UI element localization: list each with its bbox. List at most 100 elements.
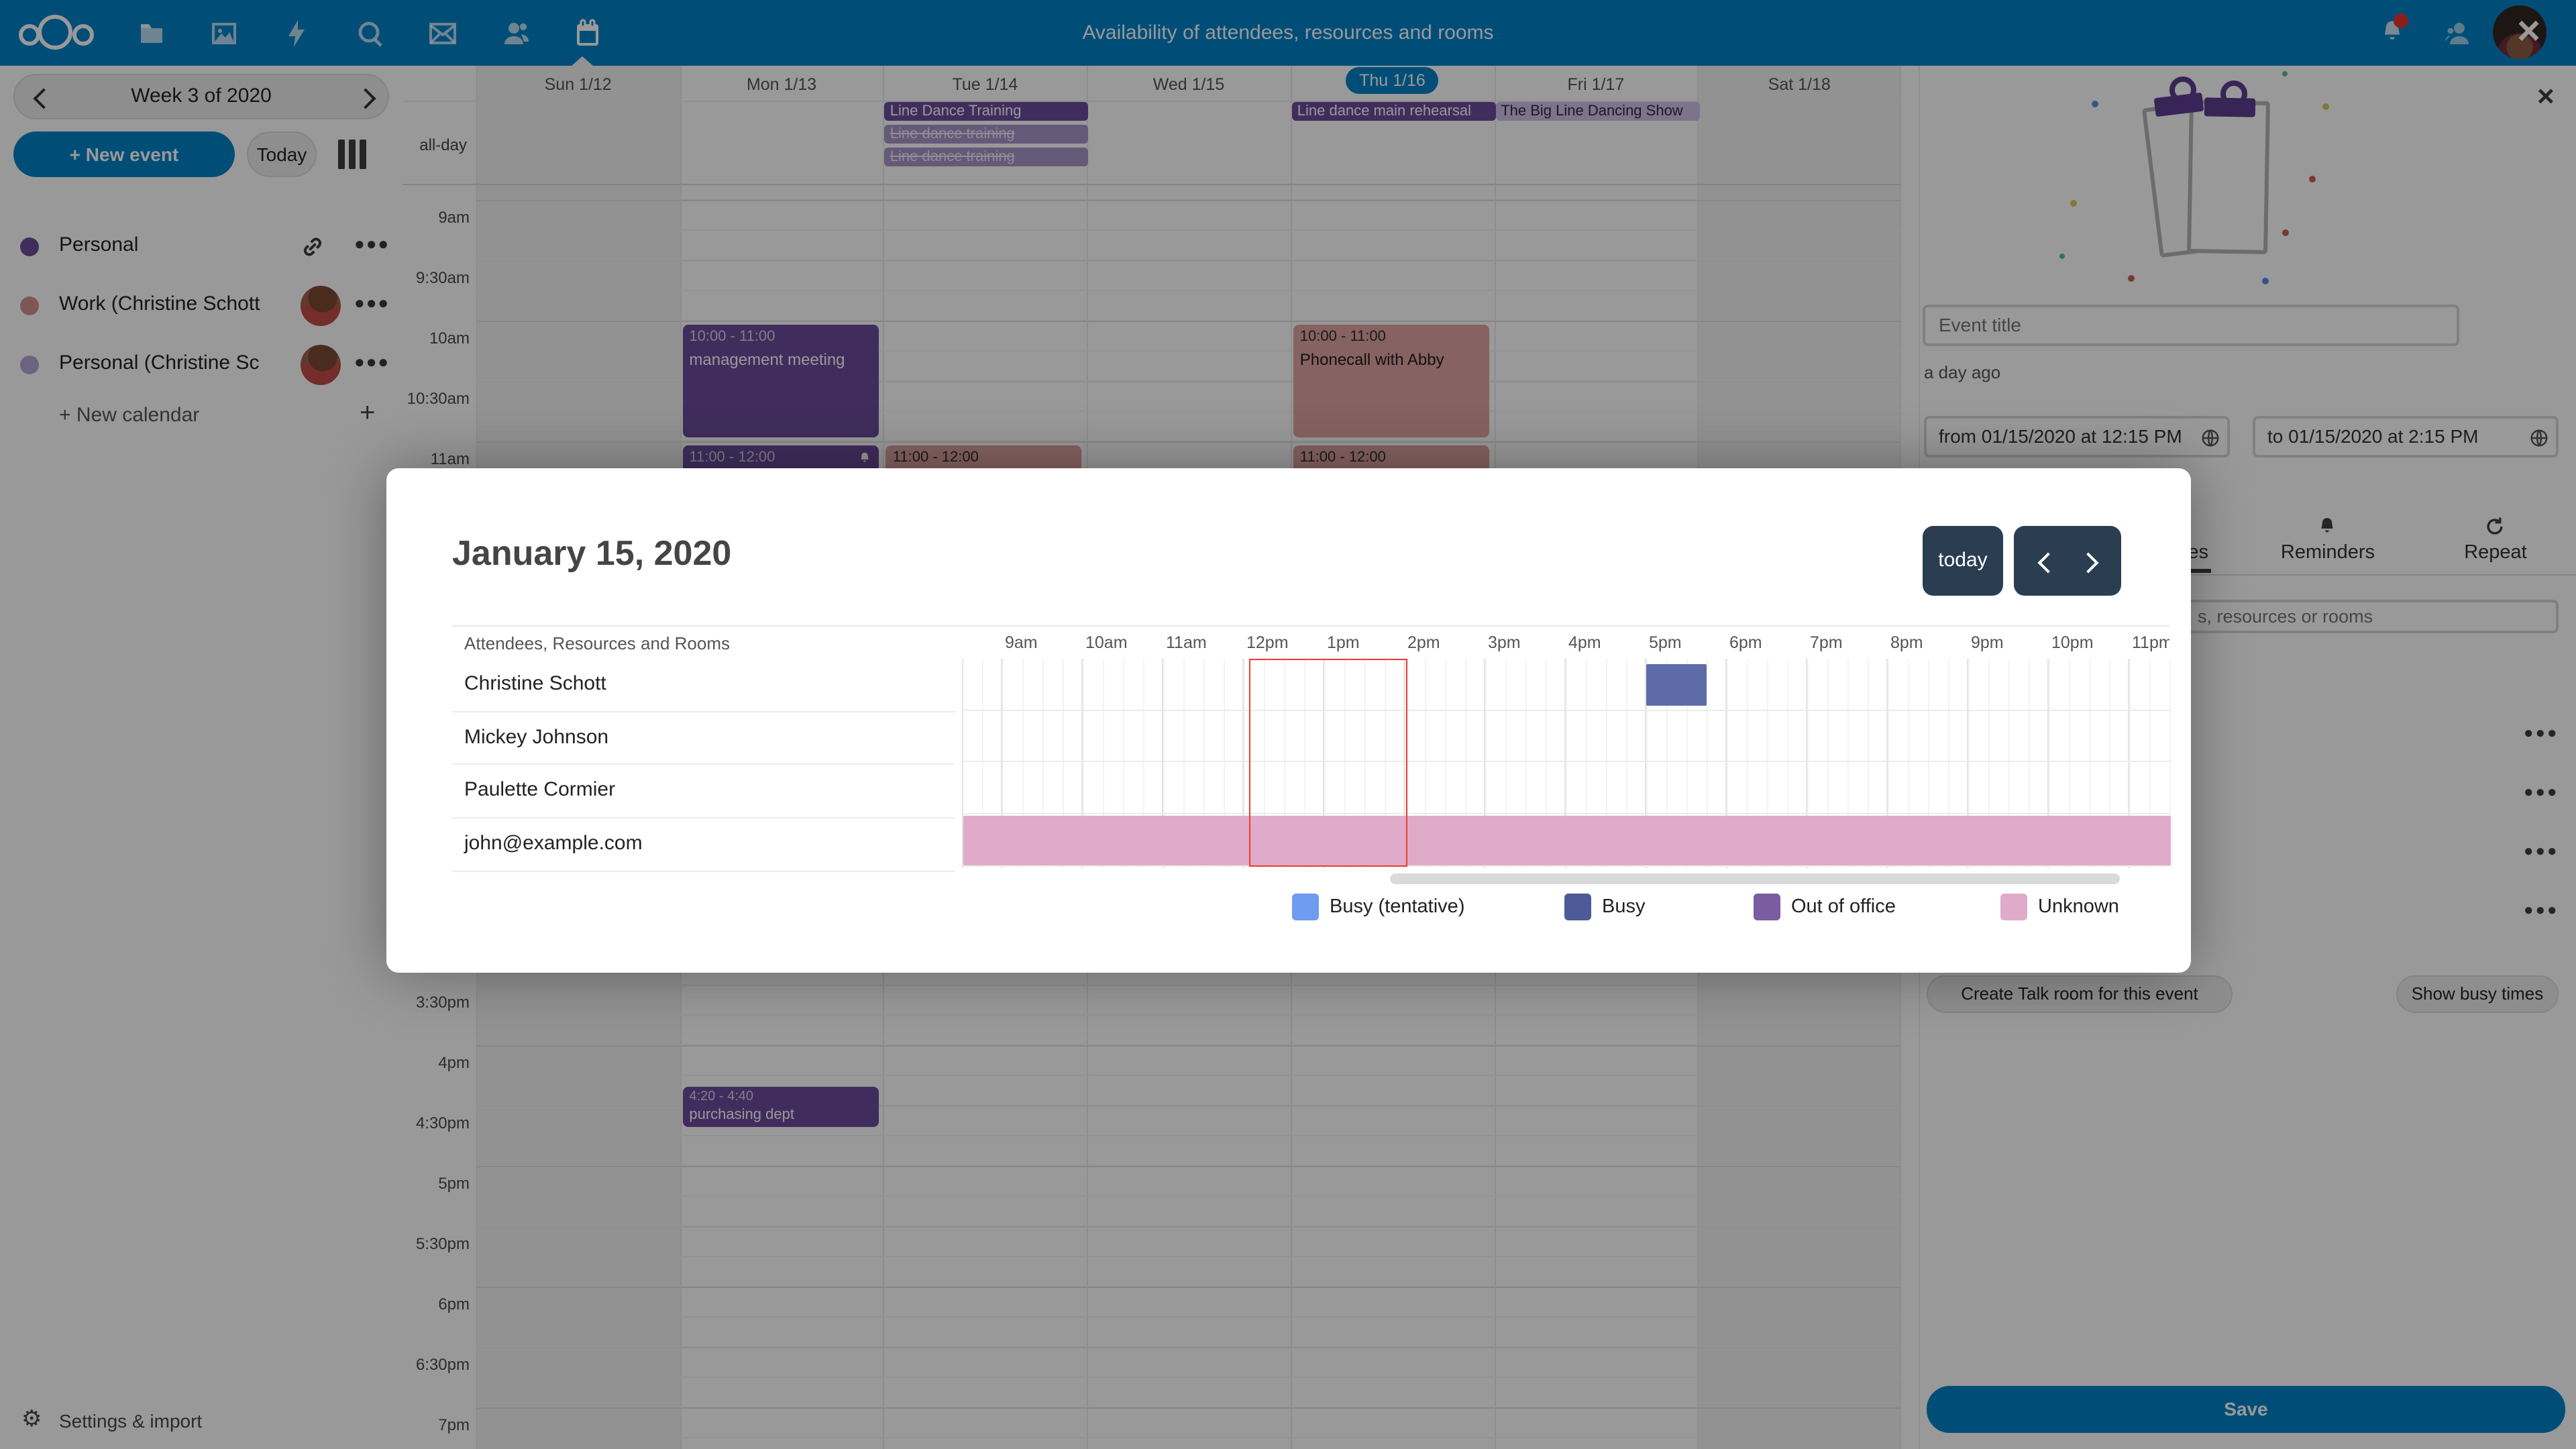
tab-reminders[interactable]: Reminders (2280, 542, 2375, 564)
tab-repeat[interactable]: Repeat (2464, 542, 2527, 564)
plus-icon[interactable]: + (360, 398, 376, 428)
availability-timeline[interactable] (962, 659, 2171, 868)
hour-label: 7pm (1810, 633, 1843, 652)
save-button[interactable]: Save (1927, 1386, 2565, 1433)
time-label: 11am (430, 449, 470, 468)
show-busy-times-button[interactable]: Show busy times (2396, 975, 2559, 1013)
nextcloud-logo[interactable] (19, 13, 94, 54)
week-navigation: Week 3 of 2020 (13, 74, 389, 119)
clipboard-illustration (2059, 66, 2416, 334)
create-talk-room-button[interactable]: Create Talk room for this event (1927, 975, 2233, 1013)
hour-label: 9am (1005, 633, 1038, 652)
mail-app-icon[interactable] (427, 17, 459, 50)
search-app-icon[interactable] (354, 17, 386, 50)
day-header-selected[interactable]: Thu 1/16 (1291, 67, 1494, 94)
time-label: 9:30am (415, 268, 470, 287)
legend-swatch-out-of-office (1754, 894, 1780, 920)
time-label: 6pm (438, 1295, 470, 1313)
attendee-row-menu-icon[interactable]: ●●● (2524, 782, 2559, 801)
new-event-button[interactable]: + New event (13, 131, 235, 177)
photos-app-icon[interactable] (208, 17, 240, 50)
hour-label: 9pm (1971, 633, 2004, 652)
event-phonecall-with-abby[interactable]: 10:00 - 11:00 Phonecall with Abby (1293, 325, 1489, 437)
legend-label: Busy (tentative) (1330, 896, 1465, 918)
calendar-color-dot (20, 237, 39, 256)
day-header[interactable]: Sun 1/12 (544, 75, 612, 94)
timeline-row (963, 659, 2171, 711)
end-datetime-field[interactable]: to 01/15/2020 at 2:15 PM (2253, 416, 2559, 458)
calendar-list-item[interactable]: Personal ●●● (0, 217, 402, 276)
modal-today-button[interactable]: today (1923, 526, 2003, 596)
files-app-icon[interactable] (136, 17, 168, 50)
previous-day-icon[interactable] (2037, 552, 2059, 574)
attendee-row-menu-icon[interactable]: ●●● (2524, 900, 2559, 919)
today-button[interactable]: Today (247, 131, 317, 177)
start-datetime-field[interactable]: from 01/15/2020 at 12:15 PM (1924, 416, 2230, 458)
hour-label: 2pm (1407, 633, 1440, 652)
week-view-toggle-icon[interactable] (338, 140, 384, 169)
attendee-name: Christine Schott (452, 659, 955, 712)
allday-event[interactable]: Line Dance Training (884, 102, 1089, 121)
attendee-search-input[interactable]: s, resources or rooms (1923, 600, 2559, 633)
legend-swatch-busy (1564, 894, 1591, 920)
hour-label: 11am (1166, 633, 1207, 652)
settings-import[interactable]: ⚙ Settings & import (21, 1406, 397, 1438)
event-time-selection (1249, 659, 1407, 867)
calendar-color-dot (20, 297, 39, 315)
tabs-divider (1920, 574, 2576, 576)
shared-by-avatar (301, 286, 341, 326)
time-label: 10:30am (407, 389, 470, 408)
notifications-bell-icon[interactable] (2377, 13, 2408, 47)
next-day-icon[interactable] (2078, 552, 2099, 574)
hour-label: 5pm (1649, 633, 1682, 652)
time-label: 4pm (438, 1053, 470, 1072)
new-calendar-button[interactable]: + New calendar + (0, 398, 402, 439)
notification-dot (2394, 13, 2408, 28)
contacts-menu-icon[interactable] (2442, 17, 2474, 50)
attendee-row-menu-icon[interactable]: ●●● (2524, 723, 2559, 742)
calendar-app-icon[interactable] (572, 17, 604, 50)
day-header[interactable]: Fri 1/17 (1567, 75, 1625, 94)
event-purchasing-dept[interactable]: 4:20 - 4:40 purchasing dept (682, 1087, 879, 1127)
timeline-scrollbar[interactable] (1390, 873, 2120, 884)
hour-label: 11pm (2132, 633, 2169, 652)
timezone-globe-icon[interactable] (2200, 428, 2220, 448)
left-sidebar: Week 3 of 2020 + New event Today Persona… (0, 66, 404, 1449)
timeline-row (963, 710, 2171, 763)
all-day-label: all-day (419, 136, 467, 154)
day-header[interactable]: Sat 1/18 (1768, 75, 1831, 94)
day-header[interactable]: Tue 1/14 (952, 75, 1018, 94)
calendar-menu-icon[interactable]: ●●● (354, 352, 390, 372)
calendar-list-item[interactable]: Work (Christine Schott) ●●● (0, 276, 402, 335)
hour-label: 10am (1085, 633, 1128, 652)
calendar-name: Personal (59, 233, 139, 256)
contacts-app-icon[interactable] (500, 17, 533, 50)
window-title: Availability of attendees, resources and… (1082, 21, 1494, 44)
calendar-list-item[interactable]: Personal (Christine Scho… ●●● (0, 335, 402, 394)
attendee-name: Mickey Johnson (452, 712, 955, 765)
user-avatar[interactable] (2493, 5, 2546, 59)
time-label: 7pm (438, 1415, 470, 1434)
close-sidebar-icon[interactable]: × (2537, 79, 2555, 113)
event-title-input[interactable]: Event title (1923, 305, 2459, 346)
timezone-globe-icon[interactable] (2529, 428, 2549, 448)
busy-block (1646, 664, 1707, 706)
calendar-menu-icon[interactable]: ●●● (354, 292, 390, 313)
time-label: 6:30pm (415, 1355, 470, 1374)
allday-event-cancelled[interactable]: Line dance training (884, 125, 1089, 144)
week-label[interactable]: Week 3 of 2020 (131, 85, 272, 107)
day-header[interactable]: Mon 1/13 (746, 75, 817, 94)
allday-event[interactable]: Line dance main rehearsal (1291, 102, 1496, 121)
allday-event-cancelled[interactable]: Line dance training (884, 148, 1089, 166)
share-link-icon[interactable] (301, 235, 325, 259)
activity-app-icon[interactable] (280, 17, 313, 50)
hour-label: 3pm (1488, 633, 1521, 652)
avatar-close-icon[interactable]: × (2517, 9, 2541, 54)
shared-by-avatar (301, 345, 341, 385)
event-management-meeting[interactable]: 10:00 - 11:00 management meeting (682, 325, 879, 437)
calendar-menu-icon[interactable]: ●●● (354, 233, 390, 254)
allday-event[interactable]: The Big Line Dancing Show (1495, 102, 1700, 121)
hour-label: 10pm (2051, 633, 2094, 652)
day-header[interactable]: Wed 1/15 (1152, 75, 1225, 94)
attendee-row-menu-icon[interactable]: ●●● (2524, 841, 2559, 860)
